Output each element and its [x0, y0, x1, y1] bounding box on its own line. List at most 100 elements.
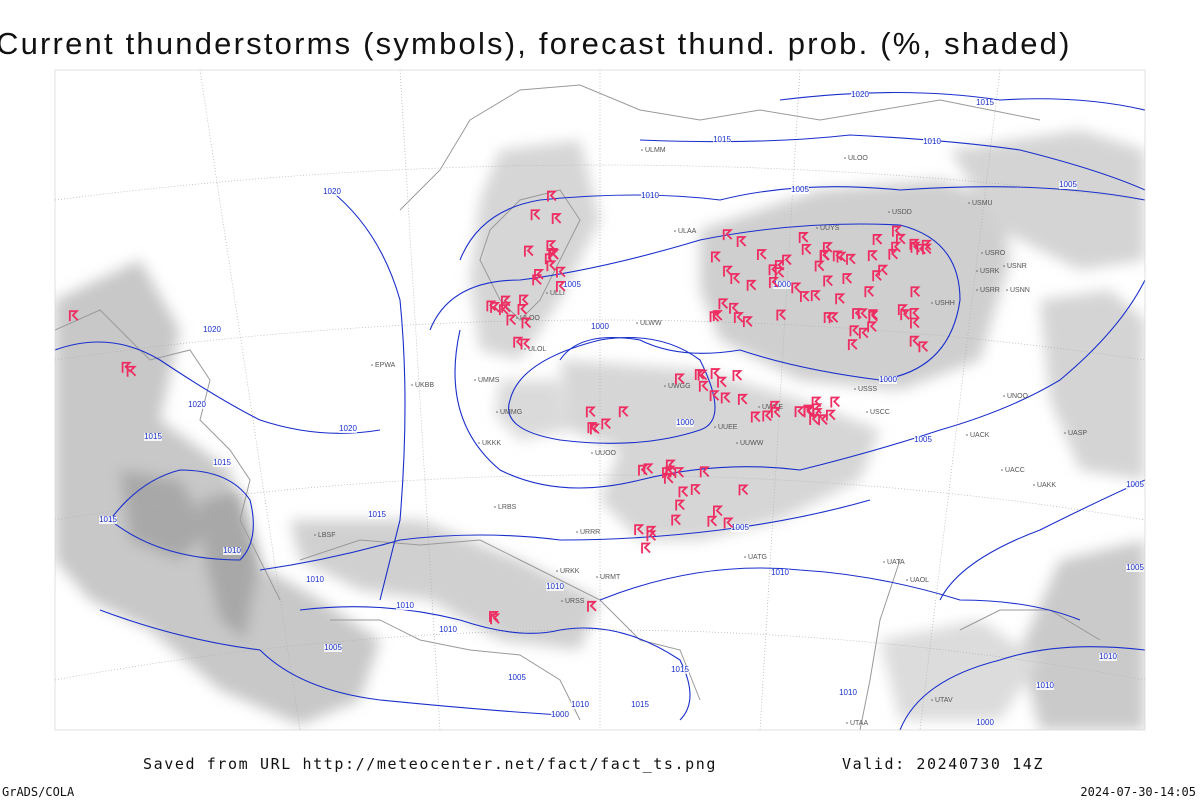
thunderstorm-symbol: [551, 213, 562, 225]
thunderstorm-symbol: [717, 376, 728, 388]
isobar-label-bg: [731, 524, 749, 532]
isobar-label: 1010: [641, 191, 659, 200]
isobar-label-bg: [713, 136, 731, 144]
isobar-label-bg: [591, 323, 609, 331]
thunderstorm-symbol: [555, 280, 567, 292]
thunderstorm-symbol: [665, 459, 676, 471]
isobar-label: 1010: [1099, 652, 1117, 661]
isobar-label: 1010: [306, 575, 324, 584]
isobar-label-bg: [631, 701, 649, 709]
station-label: UKKK: [482, 440, 501, 447]
thunderstorm-symbol: [709, 390, 720, 402]
station-dot: [556, 570, 558, 572]
thunderstorm-symbol: [768, 276, 780, 288]
isobar-label-bg: [851, 91, 869, 99]
thunderstorm-symbol: [546, 240, 557, 252]
thunderstorm-symbol: [799, 291, 811, 303]
isobar-label: 1010: [571, 700, 589, 709]
isobar-label: 1010: [1036, 681, 1054, 690]
thunderstorm-symbol: [878, 264, 889, 276]
isobar-label-bg: [551, 711, 569, 719]
isobar-label-bg: [144, 433, 162, 441]
isobar-label: 1005: [324, 643, 342, 652]
station-dot: [854, 388, 856, 390]
thunderstorm-symbol: [710, 251, 722, 263]
station-label: UMMS: [478, 377, 500, 384]
station-dot: [1033, 484, 1035, 486]
station-dot: [546, 292, 548, 294]
thunderstorm-symbol: [803, 404, 814, 416]
isobar-label: 1010: [223, 546, 241, 555]
station-label: UKBB: [415, 382, 434, 389]
thunderstorm-symbol: [713, 505, 724, 517]
thunderstorm-symbol: [757, 249, 768, 261]
thunderstorm-symbol: [864, 286, 875, 298]
thunderstorm-symbol: [814, 260, 825, 272]
thunderstorm-symbol: [798, 232, 809, 243]
station-label: USMU: [972, 200, 993, 207]
isobar-label-bg: [976, 719, 994, 727]
thunderstorm-symbol: [867, 321, 878, 333]
isobar-label-bg: [439, 626, 457, 634]
isobar-label: 1005: [1126, 563, 1144, 572]
isobar-label: 1005: [1059, 180, 1077, 189]
thunderstorm-symbol: [671, 514, 682, 526]
station-dot: [888, 211, 890, 213]
thunderstorm-symbol: [500, 295, 512, 307]
thunderstorm-symbol: [534, 269, 545, 280]
isobar-label-bg: [339, 425, 357, 433]
thunderstorm-symbol: [762, 410, 773, 422]
software: GrADS/COLA: [2, 785, 75, 799]
thunderstorm-symbol: [663, 472, 675, 484]
station-label: USRO: [985, 250, 1006, 257]
station-label: ULOL: [528, 346, 546, 353]
isobar-label-bg: [879, 376, 897, 384]
thunderstorm-symbol: [909, 307, 920, 319]
thunderstorm-symbol: [490, 613, 501, 625]
isobar-label: 1010: [839, 688, 857, 697]
isobar-label-bg: [546, 583, 564, 591]
isobar-label-bg: [324, 644, 342, 652]
isobar-label-bg: [1059, 181, 1077, 189]
thunderstorm-symbol: [909, 238, 920, 250]
thunderstorm-symbol: [618, 406, 629, 418]
station-dot: [931, 302, 933, 304]
isobar-label: 1015: [713, 135, 731, 144]
isobar-label: 1005: [508, 673, 526, 682]
station-label: UUEE: [718, 424, 738, 431]
station-dot: [883, 561, 885, 563]
station-label: UUOO: [595, 450, 617, 457]
station-dot: [496, 411, 498, 413]
thunderstorm-symbol: [524, 245, 535, 257]
station-dot: [966, 434, 968, 436]
station-dot: [576, 531, 578, 533]
thunderstorm-symbol: [520, 338, 531, 350]
station-dot: [596, 576, 598, 578]
isobar-label: 1015: [671, 665, 689, 674]
thunderstorm-symbol: [910, 286, 921, 298]
station-label: ULOO: [848, 155, 868, 162]
thunderstorm-symbol: [690, 484, 701, 495]
valid-time: Valid: 20240730 14Z: [842, 755, 1044, 773]
thunderstorm-symbol: [770, 400, 781, 412]
thunderstorm-symbol: [823, 275, 834, 287]
station-dot: [976, 289, 978, 291]
thunderstorm-symbol: [718, 298, 729, 310]
station-dot: [744, 556, 746, 558]
isobar-label: 1015: [213, 458, 231, 467]
station-label: UTAV: [935, 697, 953, 704]
thunderstorm-symbol: [712, 310, 723, 322]
isobar-label-bg: [323, 188, 341, 196]
isobar-label-bg: [306, 576, 324, 584]
thunderstorm-symbol: [768, 264, 779, 276]
isobar-label: 1005: [731, 523, 749, 532]
station-dot: [664, 385, 666, 387]
thunderstorm-symbol: [909, 335, 920, 347]
probability-shading: [55, 130, 1145, 730]
isobar-label: 1000: [591, 322, 609, 331]
isobar-label: 1000: [976, 718, 994, 727]
thunderstorm-symbol: [722, 229, 733, 241]
thunderstorm-symbol: [556, 266, 567, 278]
thunderstorm-symbol: [801, 244, 812, 255]
